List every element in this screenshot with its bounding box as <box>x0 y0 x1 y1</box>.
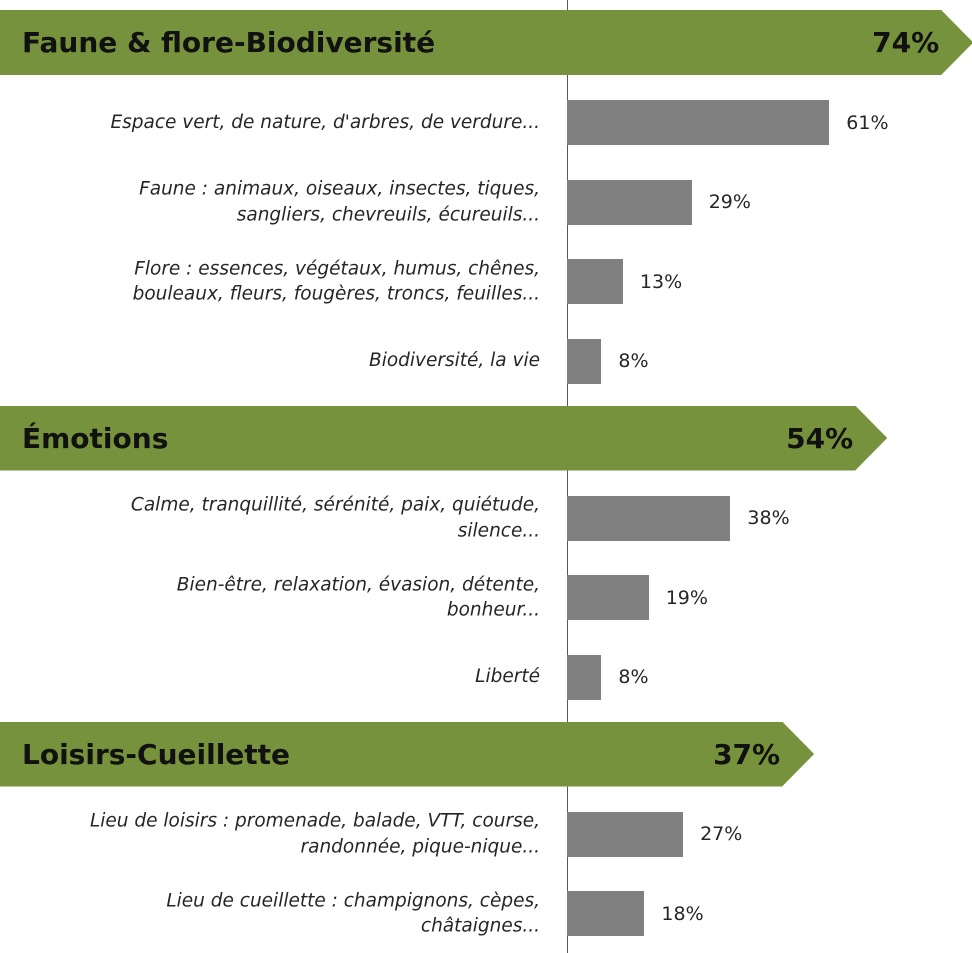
value-label: 61% <box>846 111 889 134</box>
category-label: Lieu de loisirs : promenade, balade, VTT… <box>89 810 540 857</box>
value-label: 8% <box>618 666 649 688</box>
value-label: 8% <box>618 350 649 372</box>
group-name: Émotions <box>22 421 169 455</box>
category-label: Lieu de cueillette : champignons, cèpes,… <box>166 889 540 937</box>
category-label: Bien-être, relaxation, évasion, détente,… <box>176 573 540 621</box>
group-name: Faune & flore-Biodiversité <box>22 26 436 59</box>
category-label: Flore : essences, végétaux, humus, chêne… <box>132 257 540 305</box>
bar <box>567 891 645 936</box>
value-label: 38% <box>747 507 790 529</box>
bar <box>567 338 602 384</box>
category-label: Faune : animaux, oiseaux, insectes, tiqu… <box>139 178 540 225</box>
bar <box>567 259 623 304</box>
value-label: 27% <box>700 823 743 845</box>
bar <box>567 575 649 620</box>
category-label: Biodiversité, la vie <box>369 350 540 372</box>
group-name: Loisirs-Cueillette <box>22 737 291 771</box>
value-label: 29% <box>708 191 751 213</box>
category-label: Calme, tranquillité, sérénité, paix, qui… <box>130 494 540 541</box>
value-label: 19% <box>665 586 708 609</box>
group-header: Faune & flore-Biodiversité 74% <box>0 10 972 75</box>
value-label: 13% <box>639 270 683 293</box>
group-header: Émotions 54% <box>0 405 888 471</box>
group-value-label: 74% <box>872 26 940 59</box>
category-label: Espace vert, de nature, d'arbres, de ver… <box>110 111 540 133</box>
category-label: Liberté <box>475 666 540 688</box>
group-value-label: 37% <box>713 737 781 771</box>
value-label: 18% <box>661 902 704 925</box>
bar <box>567 495 731 541</box>
group-header: Loisirs-Cueillette 37% <box>0 721 815 787</box>
bar <box>567 179 692 225</box>
axis-line <box>567 0 568 953</box>
bar <box>567 100 830 145</box>
bar <box>567 654 602 700</box>
group-value-label: 54% <box>786 421 854 455</box>
bar <box>567 811 684 857</box>
